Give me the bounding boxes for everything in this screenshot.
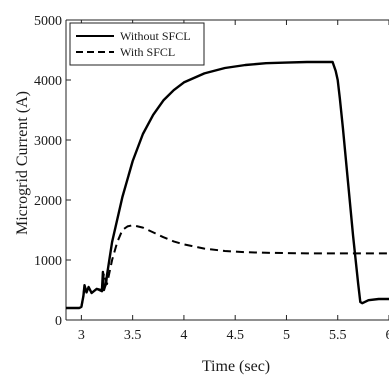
x-tick-label: 4.5 <box>226 328 244 343</box>
x-tick-label: 4 <box>180 328 187 343</box>
y-tick-label: 1000 <box>34 254 62 269</box>
y-axis-label: Microgrid Current (A) <box>14 91 31 235</box>
x-axis-label: Time (sec) <box>202 358 270 375</box>
y-tick-label: 4000 <box>34 74 62 89</box>
x-tick-label: 5 <box>283 328 290 343</box>
y-tick-label: 5000 <box>34 14 62 29</box>
legend-label: Without SFCL <box>120 29 191 43</box>
series-line-with-sfcl <box>66 225 389 308</box>
x-tick-label: 3 <box>78 328 85 343</box>
y-tick-label: 3000 <box>34 134 62 149</box>
x-tick-label: 3.5 <box>124 328 142 343</box>
x-tick-label: 6 <box>386 328 389 343</box>
y-tick-label: 0 <box>55 314 62 329</box>
y-tick-label: 2000 <box>34 194 62 209</box>
x-tick-label: 5.5 <box>329 328 347 343</box>
series-line-without-sfcl <box>66 62 389 308</box>
legend-label: With SFCL <box>120 45 175 59</box>
